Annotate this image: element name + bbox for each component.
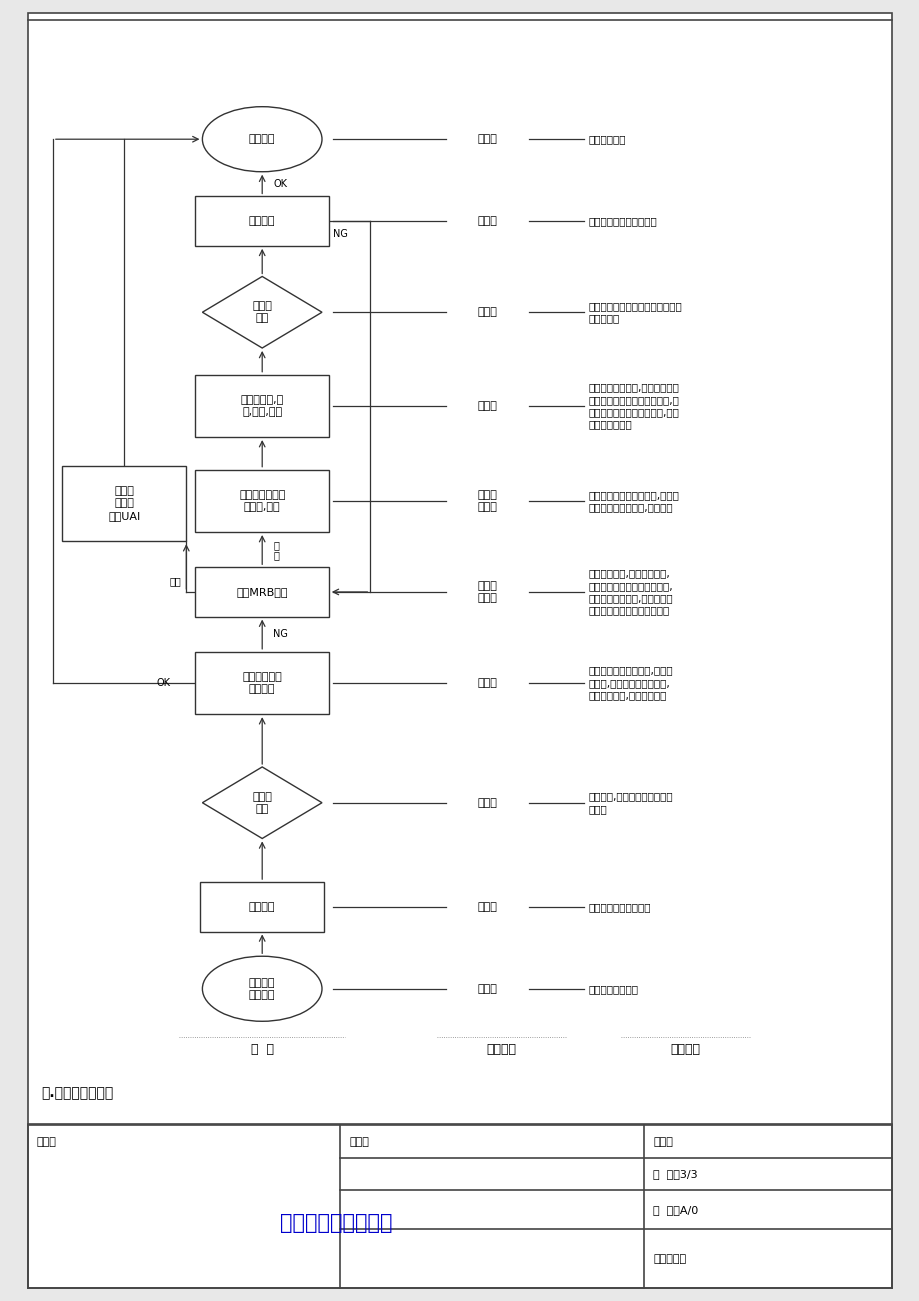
Text: 批准：: 批准：	[652, 1137, 673, 1146]
Text: 外检员给出再检结果报告: 外检员给出再检结果报告	[588, 216, 657, 226]
Text: 品管部: 品管部	[477, 307, 497, 317]
Bar	[195, 375, 328, 437]
Text: 编制：: 编制：	[37, 1137, 57, 1146]
Text: 物控部
品管部: 物控部 品管部	[477, 490, 497, 511]
Text: 判
退: 判 退	[273, 540, 278, 559]
Text: 外检员
检验: 外检员 检验	[252, 301, 272, 324]
Polygon shape	[202, 766, 322, 839]
Polygon shape	[28, 13, 891, 1288]
Text: 物料由供应商返工,或在生产人力
允许、且供应商同意的情况下,可
先由生产挑选加工紧急物料,工时
费由供应商支付: 物料由供应商返工,或在生产人力 允许、且供应商同意的情况下,可 先由生产挑选加工…	[588, 382, 679, 429]
Text: 负责部门: 负责部门	[486, 1043, 516, 1056]
Text: 供应商改良,加
工,返工,挑选: 供应商改良,加 工,返工,挑选	[240, 394, 284, 418]
Text: NG: NG	[333, 229, 348, 239]
Text: 版  本：A/0: 版 本：A/0	[652, 1205, 698, 1215]
Bar	[195, 652, 328, 714]
Text: 职责说明: 职责说明	[670, 1043, 699, 1056]
Text: OK: OK	[156, 678, 170, 688]
Text: 仓储科: 仓储科	[477, 902, 497, 912]
Bar	[199, 882, 324, 932]
Text: 品管部: 品管部	[477, 216, 497, 226]
Text: 附.进货检验流程图: 附.进货检验流程图	[41, 1086, 114, 1099]
Bar	[195, 567, 328, 617]
Text: 根据进货,任务单及规范资料进
行检验: 根据进货,任务单及规范资料进 行检验	[588, 791, 673, 814]
Bar	[62, 466, 186, 541]
Text: 物控部确定为非紧急物料,品管部
评估影响功能的进货,判定退货: 物控部确定为非紧急物料,品管部 评估影响功能的进货,判定退货	[588, 489, 679, 513]
Text: 仓库接受: 仓库接受	[249, 902, 275, 912]
Ellipse shape	[202, 956, 322, 1021]
Polygon shape	[202, 277, 322, 347]
Text: 外检员
检验: 外检员 检验	[252, 791, 272, 814]
Text: 外检验员记录
检验结果: 外检验员记录 检验结果	[242, 671, 282, 695]
Text: 进货MRB会议: 进货MRB会议	[236, 587, 288, 597]
Text: 再检结果: 再检结果	[249, 216, 275, 226]
Text: 仓库入库: 仓库入库	[249, 134, 275, 144]
Text: NG: NG	[273, 630, 288, 639]
Text: OK: OK	[273, 180, 287, 189]
Text: 仓库接受入库: 仓库接受入库	[588, 134, 626, 144]
Text: 仓储科: 仓储科	[477, 134, 497, 144]
Ellipse shape	[202, 107, 322, 172]
Text: 外检员针对供应商改良送验后的物
料进行检验: 外检员针对供应商改良送验后的物 料进行检验	[588, 301, 682, 324]
Text: 页  次：3/3: 页 次：3/3	[652, 1170, 698, 1179]
Text: 仓库科仓管员负责收货: 仓库科仓管员负责收货	[588, 902, 651, 912]
Text: 放货: 放货	[169, 576, 181, 587]
Text: 审核：: 审核：	[349, 1137, 369, 1146]
Bar	[195, 470, 328, 532]
Text: 品管部: 品管部	[477, 798, 497, 808]
Text: 供应商: 供应商	[477, 984, 497, 994]
Text: 非紧急物料且影
响功能,退货: 非紧急物料且影 响功能,退货	[239, 489, 285, 513]
Text: 进货检验指引及流程: 进货检验指引及流程	[279, 1213, 391, 1233]
Text: 物控部
品管部: 物控部 品管部	[477, 582, 497, 602]
Text: 紧急进
货特采
让步UAI: 紧急进 货特采 让步UAI	[108, 487, 141, 520]
Text: 生效日期：: 生效日期：	[652, 1254, 686, 1263]
Text: 外检验员记录检验结果,若有发
现不良,则将记录给相关单位,
传达不良资讯,以便解决处理: 外检验员记录检验结果,若有发 现不良,则将记录给相关单位, 传达不良资讯,以便解…	[588, 666, 673, 700]
Bar	[195, 196, 328, 246]
Text: 流  程: 流 程	[250, 1043, 274, 1056]
Text: 供应商送货至公司: 供应商送货至公司	[588, 984, 638, 994]
Text: 经各部门决定,重大异常问题,
无法接受的紧急物料必须判退,
由供应部通知厂商,销售部与客
户重新沟通确认推迟后的交期: 经各部门决定,重大异常问题, 无法接受的紧急物料必须判退, 由供应部通知厂商,销…	[588, 569, 673, 615]
Text: 供应部: 供应部	[477, 401, 497, 411]
Text: 品管部: 品管部	[477, 678, 497, 688]
Text: 供应商送
货至公司: 供应商送 货至公司	[249, 977, 275, 1000]
